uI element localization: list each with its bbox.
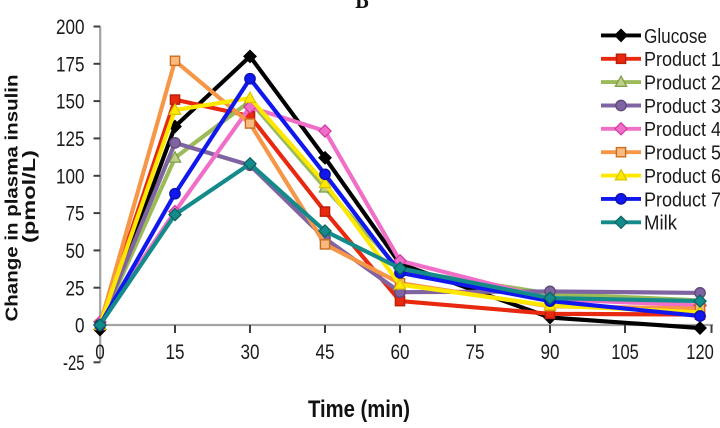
svg-text:75: 75 (466, 341, 485, 364)
svg-text:0: 0 (95, 341, 105, 364)
svg-text:Time (min): Time (min) (308, 396, 410, 423)
svg-text:Product 5: Product 5 (644, 143, 720, 165)
svg-text:Product 7: Product 7 (644, 189, 720, 211)
svg-text:Milk: Milk (644, 213, 678, 235)
svg-text:90: 90 (541, 341, 560, 364)
svg-text:150: 150 (56, 91, 85, 114)
svg-text:Product 4: Product 4 (644, 119, 720, 141)
svg-text:Product 2: Product 2 (644, 73, 720, 95)
svg-text:75: 75 (66, 203, 85, 226)
svg-text:Product 6: Product 6 (644, 166, 720, 188)
svg-text:200: 200 (56, 16, 85, 39)
svg-text:Change in plasma insulin: Change in plasma insulin (2, 75, 21, 322)
svg-text:50: 50 (66, 240, 85, 263)
svg-text:120: 120 (686, 341, 714, 364)
svg-text:0: 0 (75, 315, 85, 338)
svg-text:Glucose: Glucose (644, 26, 707, 48)
svg-text:30: 30 (241, 341, 260, 364)
svg-text:60: 60 (391, 341, 410, 364)
svg-text:25: 25 (66, 277, 85, 300)
svg-text:Product 3: Product 3 (644, 96, 720, 118)
svg-text:175: 175 (56, 53, 85, 76)
svg-text:Product 1: Product 1 (644, 49, 720, 71)
svg-text:B: B (355, 0, 369, 14)
svg-text:-25: -25 (63, 352, 85, 375)
svg-text:100: 100 (56, 165, 85, 188)
svg-text:45: 45 (316, 341, 335, 364)
svg-text:105: 105 (611, 341, 639, 364)
svg-text:15: 15 (166, 341, 185, 364)
svg-text:(pmol/L): (pmol/L) (20, 150, 39, 243)
svg-text:125: 125 (56, 128, 85, 151)
